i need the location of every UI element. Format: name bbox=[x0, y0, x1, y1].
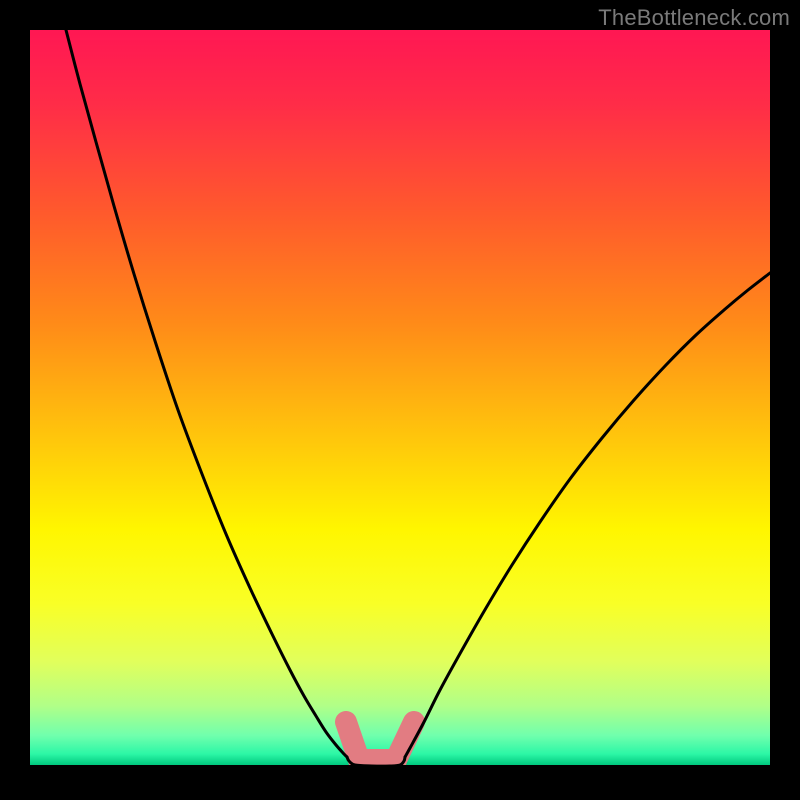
stage: TheBottleneck.com bbox=[0, 0, 800, 800]
curve-left-branch bbox=[66, 30, 347, 757]
plot-area bbox=[30, 30, 770, 765]
curve-layer bbox=[30, 30, 770, 765]
curve-right-branch bbox=[405, 273, 770, 757]
watermark-text: TheBottleneck.com bbox=[598, 5, 790, 31]
